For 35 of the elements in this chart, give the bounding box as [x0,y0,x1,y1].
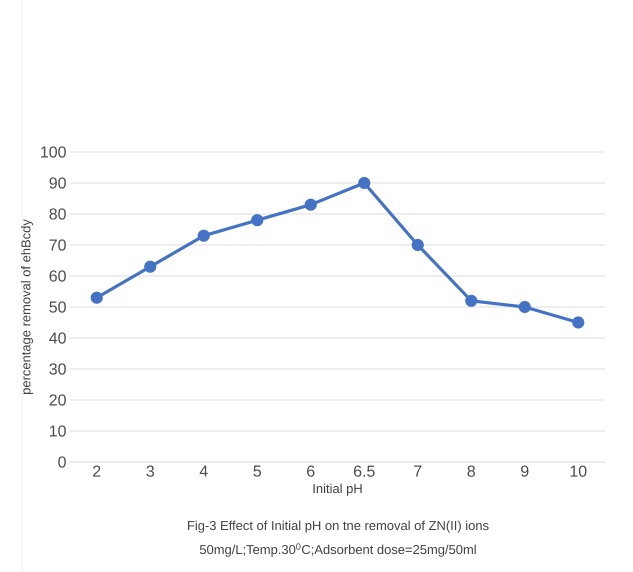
point [358,176,370,190]
y-tick-label: 10 [50,425,66,437]
y-tick-label: 50 [49,301,66,313]
y-tick-label: 40 [49,332,66,344]
y-tick-label: 80 [49,208,66,220]
x-tick-label: 4 [200,466,208,476]
y-tick-label: 0 [58,456,66,468]
point [304,198,317,211]
point [572,316,584,329]
point [198,230,210,242]
x-tick-label: 10 [570,466,586,477]
y-tick-label: 60 [50,270,66,282]
text: 50mg/L;Temp.30$^{0}$C;Adsorbent dose=25mg/50ml [200,543,476,557]
point [465,294,478,307]
y-axis-title: percentage removal of ehBcdy [20,219,34,394]
x-tick-label: 6 [307,466,314,477]
x-tick-label: 9 [521,466,528,477]
y-tick-label: 70 [50,239,66,251]
y-tick-label: 100 [41,146,66,158]
text: Fig-3 Effect of Initial pH on tne removal of ZN(II) ions [188,520,489,533]
y-tick-label: 20 [50,394,66,406]
x-tick-label: 2 [93,466,100,477]
point [518,300,531,314]
point [251,214,264,226]
x-tick-label: 8 [468,466,475,477]
x-tick-label: 3 [146,466,154,477]
y-tick-label: 90 [50,177,66,189]
x-tick-label: 5 [253,466,262,477]
x-tick-label: 6.5 [354,466,375,477]
y-tick-label: 30 [49,363,66,375]
x-axis-title: Initial pH [314,484,362,496]
point [144,260,156,273]
x-tick-label: 7 [414,466,422,476]
point [90,292,103,304]
point [412,238,424,252]
